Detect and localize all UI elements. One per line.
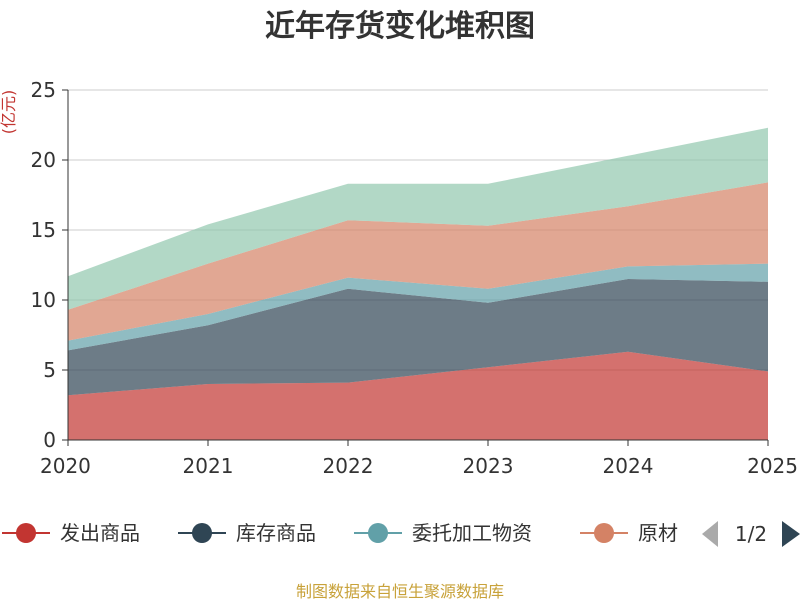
data-source-note: 制图数据来自恒生聚源数据库 xyxy=(295,582,504,601)
area-原材料 xyxy=(68,182,768,341)
legend-label: 发出商品 xyxy=(60,521,140,545)
legend-item-kucun[interactable]: 库存商品 xyxy=(178,521,316,545)
area-委托加工物资 xyxy=(68,263,768,351)
area-发出商品 xyxy=(68,351,768,440)
legend-marker xyxy=(368,523,388,543)
y-tick-label: 20 xyxy=(31,148,56,172)
series-areas xyxy=(68,127,768,440)
axes xyxy=(67,90,768,441)
legend-marker xyxy=(594,523,614,543)
y-tick-label: 25 xyxy=(31,78,56,102)
legend-next-page-icon[interactable] xyxy=(782,521,800,547)
x-tick-label: 2024 xyxy=(603,454,654,478)
legend-item-yuancailiao[interactable]: 原材 xyxy=(580,521,678,545)
legend-marker xyxy=(16,523,36,543)
y-tick-label: 10 xyxy=(31,288,56,312)
legend-prev-page-icon[interactable] xyxy=(702,521,718,547)
x-tick-label: 2023 xyxy=(463,454,514,478)
x-tick-label: 2021 xyxy=(183,454,234,478)
legend-label: 原材 xyxy=(638,521,678,545)
legend-marker xyxy=(192,523,212,543)
legend-page-indicator: 1/2 xyxy=(735,522,767,546)
legend-label: 库存商品 xyxy=(236,521,316,545)
x-tick-label: 2025 xyxy=(747,454,798,478)
x-tick-label: 2022 xyxy=(323,454,374,478)
legend-item-weituo[interactable]: 委托加工物资 xyxy=(354,521,532,545)
legend-label: 委托加工物资 xyxy=(412,521,532,545)
legend-item-fachu[interactable]: 发出商品 xyxy=(2,521,140,545)
legend: 发出商品 库存商品 委托加工物资 原材 1/2 xyxy=(2,521,800,547)
area-在产品 xyxy=(68,127,768,310)
chart-title: 近年存货变化堆积图 xyxy=(265,9,535,44)
x-tick-label: 2020 xyxy=(40,454,91,478)
y-tick-label: 5 xyxy=(43,358,56,382)
y-tick-label: 0 xyxy=(43,428,56,452)
y-tick-labels: 0 5 10 15 20 25 xyxy=(31,78,68,452)
y-axis-unit: (亿元) xyxy=(0,90,18,135)
x-tick-labels: 2020 2021 2022 2023 2024 2025 xyxy=(40,440,798,478)
y-tick-label: 15 xyxy=(31,218,56,242)
area-库存商品 xyxy=(68,279,768,396)
